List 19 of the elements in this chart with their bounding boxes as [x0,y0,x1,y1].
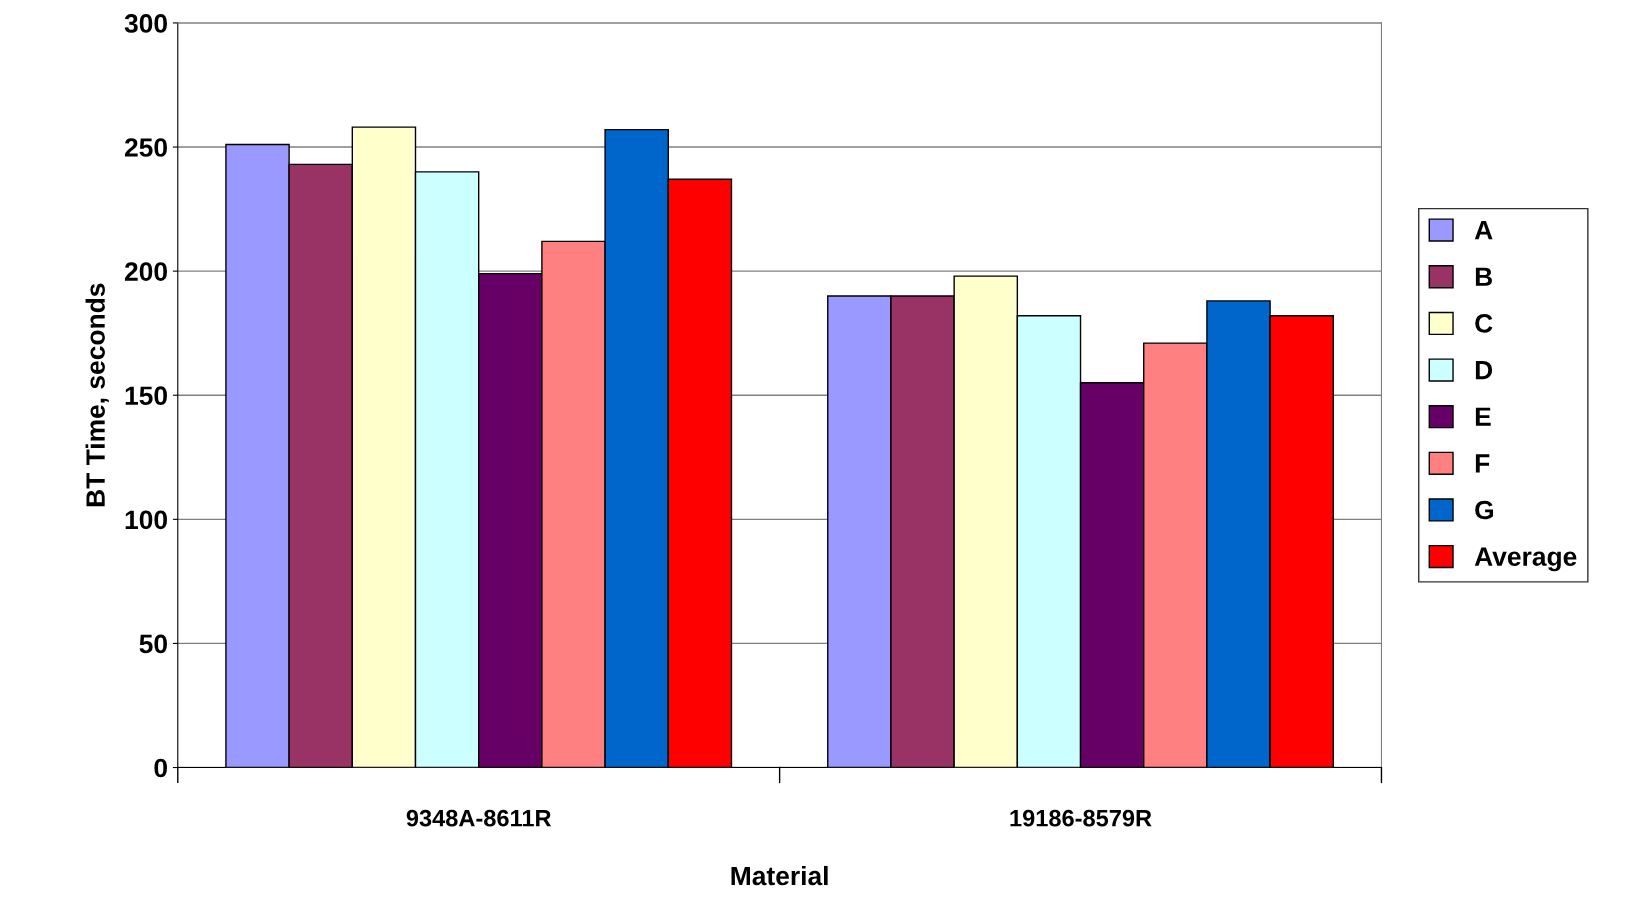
legend-label: F [1475,454,1490,473]
x-axis-title: Material [731,865,828,886]
y-tick-label: 250 [124,138,167,157]
legend-label: E [1475,407,1491,426]
legend-label: B [1475,267,1492,286]
legend-label: Average [1474,547,1577,572]
y-axis-title: BT Time, seconds [85,283,109,507]
x-tick-label: 19186-8579R [1010,809,1152,827]
y-tick-label: 50 [139,634,167,654]
legend-label: D [1475,360,1493,380]
legend-label: A [1474,221,1493,240]
y-tick-label: 200 [124,262,167,281]
y-tick-label: 150 [125,386,167,406]
y-tick-label: 300 [124,14,167,33]
x-tick-label: 9348A-8611R [406,809,552,827]
legend-label: C [1475,314,1493,333]
legend-label: G [1475,500,1494,520]
y-tick-label: 100 [125,510,167,530]
y-tick-label: 0 [154,758,167,778]
